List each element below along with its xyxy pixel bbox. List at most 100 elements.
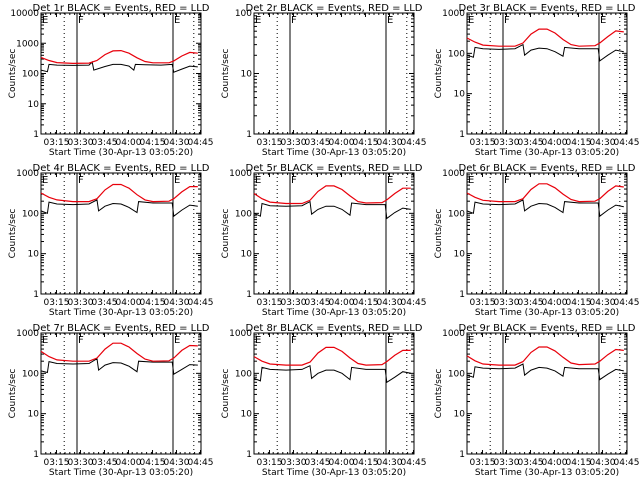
x-tick-label: 04:30 (590, 138, 616, 148)
x-tick-label: 03:30 (68, 458, 94, 468)
y-tick-label: 100 (235, 9, 252, 19)
panel-det-6r: Det 6r BLACK = Events, RED = LLD 1 10 100 10… (434, 163, 639, 318)
y-tick-label: 100 (448, 209, 465, 219)
series-events-line (40, 61, 198, 73)
x-tick-label: 04:30 (377, 138, 403, 148)
marker-label: E (255, 15, 261, 26)
series-events-line (253, 200, 411, 220)
marker-label: E (600, 335, 606, 346)
x-tick-label: 03:15 (44, 298, 70, 308)
y-tick-label: 1000 (16, 39, 39, 49)
y-tick-label: 10 (241, 410, 253, 420)
series-events-line (40, 357, 198, 376)
panel-title: Det 7r BLACK = Events, RED = LLD (33, 323, 210, 334)
marker-label: E (174, 335, 180, 346)
y-tick-label: 100 (235, 209, 252, 219)
x-tick-label: 03:45 (305, 458, 331, 468)
x-tick-label: 04:45 (614, 298, 640, 308)
x-tick-label: 03:30 (281, 458, 307, 468)
panel-title: Det 3r BLACK = Events, RED = LLD (459, 3, 636, 14)
x-axis-label: Start Time (30-Apr-13 03:05:20) (475, 308, 619, 318)
x-axis-label: Start Time (30-Apr-13 03:05:20) (475, 468, 619, 478)
x-tick-label: 03:45 (92, 138, 118, 148)
marker-label: E (42, 335, 48, 346)
x-tick-label: 03:15 (257, 298, 283, 308)
x-tick-label: 04:15 (140, 458, 166, 468)
plot-frame (40, 172, 202, 295)
x-tick-label: 04:00 (329, 138, 355, 148)
y-tick-label: 10 (28, 250, 40, 260)
x-tick-label: 03:15 (470, 298, 496, 308)
y-axis-label: Counts/sec (8, 209, 18, 259)
x-tick-label: 03:45 (92, 298, 118, 308)
x-tick-label: 03:45 (518, 138, 544, 148)
y-axis-label: Counts/sec (434, 209, 444, 259)
y-tick-label: 10 (454, 410, 466, 420)
y-tick-label: 1 (459, 130, 465, 140)
x-axis-label: Start Time (30-Apr-13 03:05:20) (262, 148, 406, 158)
marker-label: E (387, 15, 393, 26)
x-tick-label: 04:15 (353, 458, 379, 468)
y-tick-label: 1 (33, 130, 39, 140)
y-tick-label: 1 (246, 130, 252, 140)
y-tick-label: 1000 (229, 329, 252, 339)
y-tick-label: 1 (246, 290, 252, 300)
y-axis-label: Counts/sec (221, 209, 231, 259)
y-tick-label: 1000 (442, 169, 465, 179)
panel-title: Det 4r BLACK = Events, RED = LLD (33, 163, 210, 174)
marker-label: F (504, 175, 510, 186)
x-tick-label: 03:15 (44, 138, 70, 148)
marker-label: E (174, 15, 180, 26)
y-tick-label: 10 (241, 70, 253, 80)
x-tick-label: 04:30 (164, 138, 190, 148)
y-tick-label: 100 (448, 49, 465, 59)
y-axis-label: Counts/sec (8, 49, 18, 99)
plot-frame (40, 12, 202, 135)
y-axis-label: Counts/sec (8, 369, 18, 419)
x-tick-label: 03:15 (257, 138, 283, 148)
marker-label: F (78, 175, 84, 186)
x-tick-label: 03:45 (305, 298, 331, 308)
x-tick-label: 03:45 (518, 298, 544, 308)
plot-frame (253, 172, 415, 295)
x-tick-label: 03:15 (44, 458, 70, 468)
marker-label: E (600, 15, 606, 26)
x-tick-label: 04:30 (377, 298, 403, 308)
x-tick-label: 04:45 (401, 298, 427, 308)
series-events-line (253, 364, 411, 384)
series-events-line (466, 363, 624, 381)
plot-frame (253, 332, 415, 455)
x-tick-label: 04:15 (140, 298, 166, 308)
plot-frame (253, 12, 415, 135)
x-tick-label: 04:00 (116, 458, 142, 468)
marker-label: E (468, 15, 474, 26)
panel-det-7r: Det 7r BLACK = Events, RED = LLD 1 10 100 10… (8, 323, 213, 478)
x-tick-label: 04:30 (590, 298, 616, 308)
panel-det-5r: Det 5r BLACK = Events, RED = LLD 1 10 100 10… (221, 163, 426, 318)
marker-label: E (468, 175, 474, 186)
x-tick-label: 04:45 (614, 458, 640, 468)
y-tick-label: 10 (241, 250, 253, 260)
x-tick-label: 03:30 (68, 298, 94, 308)
x-tick-label: 03:15 (470, 138, 496, 148)
marker-label: E (387, 335, 393, 346)
y-axis-label: Counts/sec (221, 49, 231, 99)
panel-det-3r: Det 3r BLACK = Events, RED = LLD 1 10 100 10… (434, 3, 639, 158)
marker-label: E (255, 175, 261, 186)
marker-label: F (78, 335, 84, 346)
x-tick-label: 04:30 (590, 458, 616, 468)
y-tick-label: 1 (246, 450, 252, 460)
series-events-line (40, 199, 198, 218)
x-tick-label: 03:30 (494, 298, 520, 308)
x-tick-label: 03:30 (281, 298, 307, 308)
x-tick-label: 04:30 (164, 458, 190, 468)
panel-title: Det 9r BLACK = Events, RED = LLD (459, 323, 636, 334)
y-tick-label: 1000 (16, 329, 39, 339)
plot-frame (466, 332, 628, 455)
x-tick-label: 04:45 (401, 138, 427, 148)
series-lld-line (40, 49, 198, 65)
marker-label: E (468, 335, 474, 346)
series-events-line (466, 43, 624, 62)
marker-label: F (504, 15, 510, 26)
marker-label: E (174, 175, 180, 186)
